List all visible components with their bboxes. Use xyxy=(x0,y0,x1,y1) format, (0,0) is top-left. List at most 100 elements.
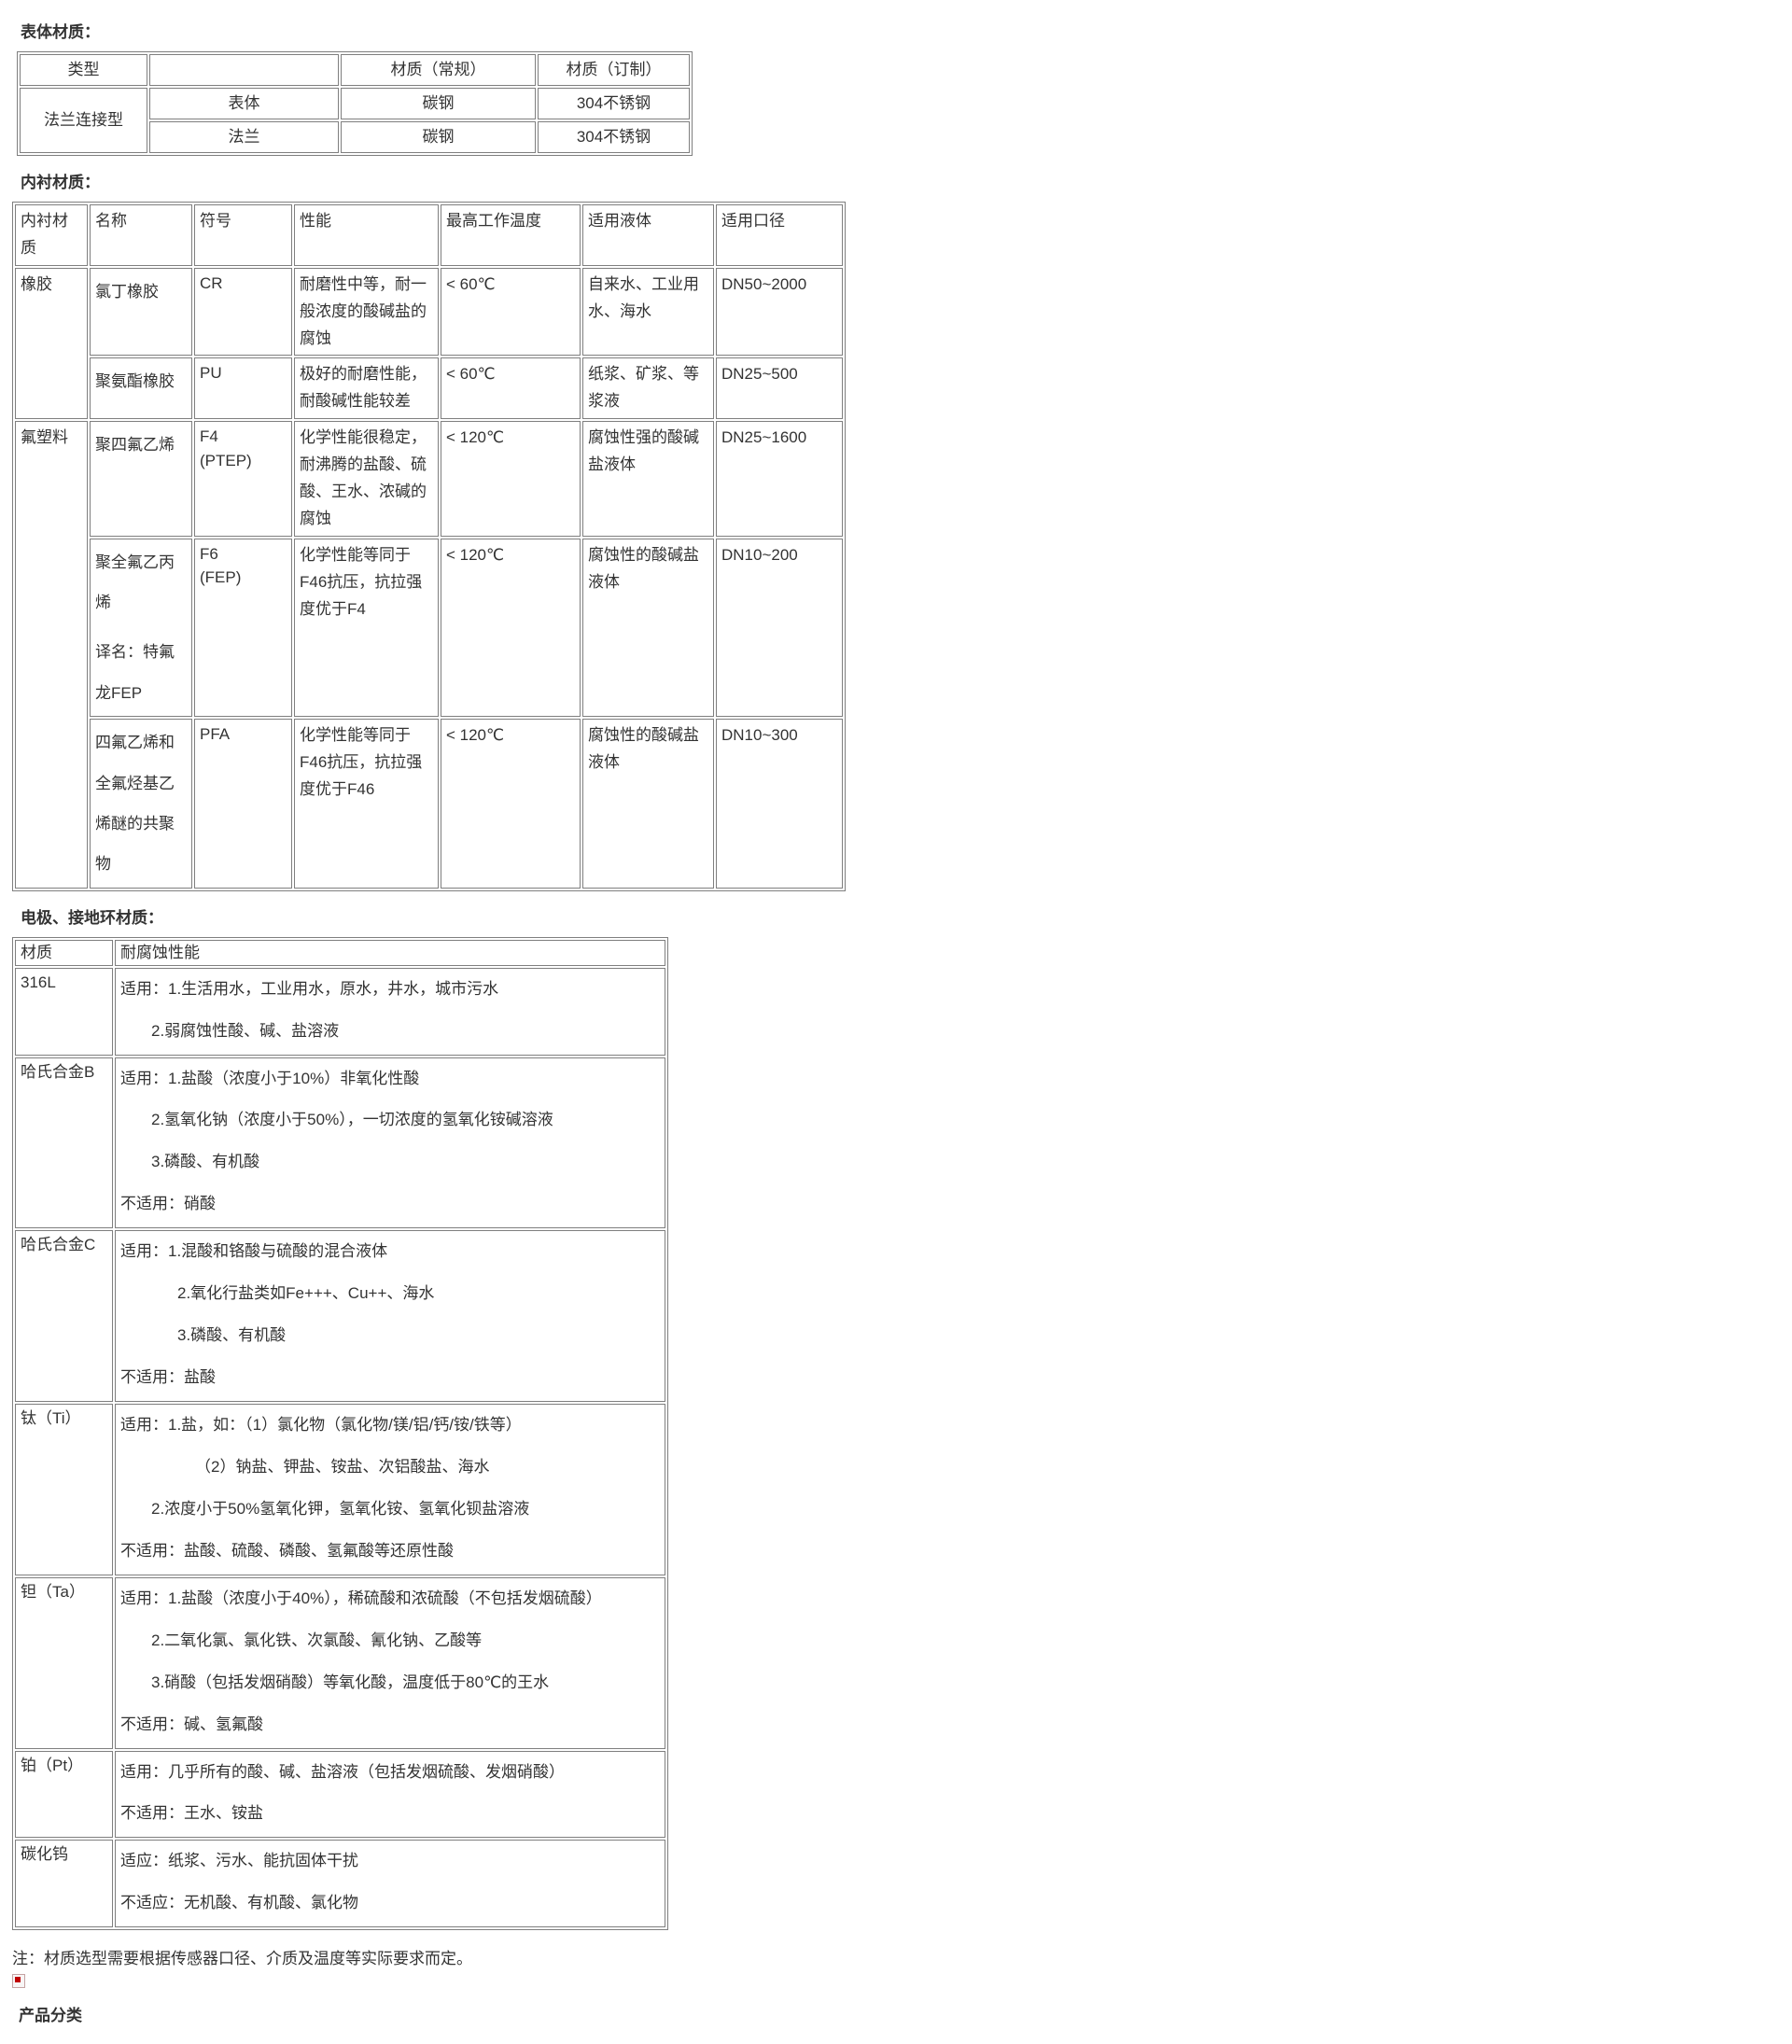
header-cell-name: 名称 xyxy=(90,204,192,266)
max-temp-cell: < 60℃ xyxy=(441,267,581,357)
cell-line: 适用：1.盐酸（浓度小于10%）非氧化性酸 xyxy=(120,1069,420,1087)
cell-line: 不适用：盐酸、硫酸、磷酸、氢氟酸等还原性酸 xyxy=(120,1541,454,1560)
selection-note: 注：材质选型需要根据传感器口径、介质及温度等实际要求而定。 xyxy=(12,1950,472,1968)
material-cell: 钛（Ti） xyxy=(15,1404,113,1575)
name-cell: 氯丁橡胶 xyxy=(90,267,192,357)
cell-line: 2.二氧化氯、氯化铁、次氯酸、氰化钠、乙酸等 xyxy=(151,1631,483,1649)
liquids-cell: 自来水、工业用水、海水 xyxy=(582,267,714,357)
max-temp-cell: < 60℃ xyxy=(441,357,581,420)
performance-cell: 极好的耐磨性能，耐酸碱性能较差 xyxy=(294,357,439,420)
broken-image-icon xyxy=(12,1974,25,1989)
name-line: 聚四氟乙烯 xyxy=(95,436,175,455)
electrode-row-platinum: 铂（Pt） 适用：几乎所有的酸、碱、盐溶液（包括发烟硫酸、发烟硝酸） 不适用：王… xyxy=(15,1750,665,1839)
lining-row-f6: 聚全氟乙丙烯 译名：特氟龙FEP F6 (FEP) 化学性能等同于F46抗压，抗… xyxy=(15,538,843,718)
symbol-line: CR xyxy=(200,273,223,292)
max-temp-cell: < 120℃ xyxy=(441,538,581,718)
cell-line: 不适应：无机酸、有机酸、氯化物 xyxy=(120,1894,358,1912)
liquids-cell: 腐蚀性强的酸碱盐液体 xyxy=(582,421,714,537)
electrode-row-tantalum: 钽（Ta） 适用：1.盐酸（浓度小于40%），稀硫酸和浓硫酸（不包括发烟硫酸） … xyxy=(15,1576,665,1749)
material-cell: 316L xyxy=(15,967,113,1056)
symbol-line: (FEP) xyxy=(200,568,242,587)
standard-material-cell: 碳钢 xyxy=(341,121,536,153)
lining-table-header-row: 内衬材质 名称 符号 性能 最高工作温度 适用液体 适用口径 xyxy=(15,204,843,266)
body-table-row: 法兰连接型 表体 碳钢 304不锈钢 xyxy=(20,88,690,153)
corrosion-cell: 适用：几乎所有的酸、碱、盐溶液（包括发烟硫酸、发烟硝酸） 不适用：王水、铵盐 xyxy=(115,1750,665,1839)
cell-line: 不适用：盐酸 xyxy=(120,1368,216,1387)
electrode-table-header-row: 材质 耐腐蚀性能 xyxy=(15,939,665,966)
max-temp-cell: < 120℃ xyxy=(441,421,581,537)
body-table-header-row: 类型 材质（常规） 材质（订制） xyxy=(20,54,690,86)
electrode-row-titanium: 钛（Ti） 适用：1.盐，如：（1）氯化物（氯化物/镁/铝/钙/铵/铁等） （2… xyxy=(15,1404,665,1575)
lining-row-pu: 聚氨酯橡胶 PU 极好的耐磨性能，耐酸碱性能较差 < 60℃ 纸浆、矿浆、等浆液… xyxy=(15,357,843,420)
product-category-title: 产品分类 xyxy=(19,2007,82,2025)
material-cell: 哈氏合金C xyxy=(15,1230,113,1403)
performance-cell: 化学性能等同于F46抗压，抗拉强度优于F46 xyxy=(294,719,439,889)
electrode-material-table: 材质 耐腐蚀性能 316L 适用：1.生活用水，工业用水，原水，井水，城市污水 … xyxy=(12,936,668,1931)
material-cell: 哈氏合金B xyxy=(15,1057,113,1229)
corrosion-cell: 适用：1.混酸和铬酸与硫酸的混合液体 2.氧化行盐类如Fe+++、Cu++、海水… xyxy=(115,1230,665,1403)
custom-material-cell: 304不锈钢 xyxy=(538,121,690,153)
electrode-row-hastelloy-c: 哈氏合金C 适用：1.混酸和铬酸与硫酸的混合液体 2.氧化行盐类如Fe+++、C… xyxy=(15,1230,665,1403)
bore-cell: DN25~1600 xyxy=(716,421,843,537)
material-group-cell: 橡胶 xyxy=(15,267,88,420)
corrosion-cell: 适用：1.盐，如：（1）氯化物（氯化物/镁/铝/钙/铵/铁等） （2）钠盐、钾盐… xyxy=(115,1404,665,1575)
corrosion-cell: 适应：纸浆、污水、能抗固体干扰 不适应：无机酸、有机酸、氯化物 xyxy=(115,1840,665,1928)
body-table-row: 法兰 碳钢 304不锈钢 xyxy=(20,121,690,153)
performance-cell: 耐磨性中等，耐一般浓度的酸碱盐的腐蚀 xyxy=(294,267,439,357)
part-cell: 法兰 xyxy=(149,121,339,153)
symbol-cell: F6 (FEP) xyxy=(194,538,292,718)
lining-row-f4: 氟塑料 聚四氟乙烯 F4 (PTEP) 化学性能很稳定，耐沸腾的盐酸、硫酸、王水… xyxy=(15,421,843,889)
symbol-line: PU xyxy=(200,364,222,383)
symbol-line: F6 xyxy=(200,544,218,563)
lining-row-pfa: 四氟乙烯和全氟烃基乙烯醚的共聚物 PFA 化学性能等同于F46抗压，抗拉强度优于… xyxy=(15,719,843,889)
cell-line: （2）钠盐、钾盐、铵盐、次铝酸盐、海水 xyxy=(195,1457,490,1476)
cell-line: 2.氧化行盐类如Fe+++、Cu++、海水 xyxy=(177,1284,435,1303)
symbol-line: F4 xyxy=(200,427,218,446)
cell-line: 3.磷酸、有机酸 xyxy=(177,1326,287,1345)
part-cell: 表体 xyxy=(149,88,339,119)
electrode-row-hastelloy-b: 哈氏合金B 适用：1.盐酸（浓度小于10%）非氧化性酸 2.氢氧化钠（浓度小于5… xyxy=(15,1057,665,1229)
header-cell-performance: 性能 xyxy=(294,204,439,266)
name-cell: 聚氨酯橡胶 xyxy=(90,357,192,420)
body-material-table: 类型 材质（常规） 材质（订制） 法兰连接型 表体 碳钢 304不锈钢 法兰 碳… xyxy=(17,51,693,156)
name-line: 聚氨酯橡胶 xyxy=(95,372,175,391)
header-cell-bore: 适用口径 xyxy=(716,204,843,266)
name-cell: 聚全氟乙丙烯 译名：特氟龙FEP xyxy=(90,538,192,718)
performance-cell: 化学性能等同于F46抗压，抗拉强度优于F4 xyxy=(294,538,439,718)
header-cell-custom: 材质（订制） xyxy=(538,54,690,86)
symbol-cell: F4 (PTEP) xyxy=(194,421,292,537)
lining-material-table: 内衬材质 名称 符号 性能 最高工作温度 适用液体 适用口径 橡胶 氯丁橡胶 C… xyxy=(12,202,846,891)
header-cell-symbol: 符号 xyxy=(194,204,292,266)
name-line: 译名：特氟龙FEP xyxy=(95,643,175,702)
cell-line: 适用：1.盐酸（浓度小于40%），稀硫酸和浓硫酸（不包括发烟硫酸） xyxy=(120,1589,602,1607)
custom-material-cell: 304不锈钢 xyxy=(538,88,690,119)
section-title-electrode-material: 电极、接地环材质： xyxy=(21,908,163,927)
electrode-row-tungsten-carbide: 碳化钨 适应：纸浆、污水、能抗固体干扰 不适应：无机酸、有机酸、氯化物 xyxy=(15,1840,665,1928)
symbol-line: PFA xyxy=(200,725,231,744)
symbol-cell: CR xyxy=(194,267,292,357)
cell-line: 不适用：硝酸 xyxy=(120,1195,216,1213)
material-group-cell: 氟塑料 xyxy=(15,421,88,889)
header-cell-max-temp: 最高工作温度 xyxy=(441,204,581,266)
cell-line: 适用：几乎所有的酸、碱、盐溶液（包括发烟硫酸、发烟硝酸） xyxy=(120,1762,565,1781)
liquids-cell: 腐蚀性的酸碱盐液体 xyxy=(582,719,714,889)
name-line: 四氟乙烯和全氟烃基乙烯醚的共聚物 xyxy=(95,734,175,874)
corrosion-cell: 适用：1.盐酸（浓度小于10%）非氧化性酸 2.氢氧化钠（浓度小于50%），一切… xyxy=(115,1057,665,1229)
material-cell: 碳化钨 xyxy=(15,1840,113,1928)
header-cell-type: 类型 xyxy=(20,54,147,86)
section-title-body-material: 表体材质： xyxy=(21,23,100,41)
name-cell: 四氟乙烯和全氟烃基乙烯醚的共聚物 xyxy=(90,719,192,889)
liquids-cell: 纸浆、矿浆、等浆液 xyxy=(582,357,714,420)
header-cell-empty xyxy=(149,54,339,86)
liquids-cell: 腐蚀性的酸碱盐液体 xyxy=(582,538,714,718)
standard-material-cell: 碳钢 xyxy=(341,88,536,119)
corrosion-cell: 适用：1.盐酸（浓度小于40%），稀硫酸和浓硫酸（不包括发烟硫酸） 2.二氧化氯… xyxy=(115,1576,665,1749)
name-line: 聚全氟乙丙烯 xyxy=(95,553,175,612)
symbol-cell: PFA xyxy=(194,719,292,889)
performance-cell: 化学性能很稳定，耐沸腾的盐酸、硫酸、王水、浓碱的腐蚀 xyxy=(294,421,439,537)
section-title-lining-material: 内衬材质： xyxy=(21,174,100,191)
bore-cell: DN25~500 xyxy=(716,357,843,420)
cell-line: 不适用：王水、铵盐 xyxy=(120,1804,263,1823)
max-temp-cell: < 120℃ xyxy=(441,719,581,889)
cell-line: 3.磷酸、有机酸 xyxy=(151,1153,260,1171)
